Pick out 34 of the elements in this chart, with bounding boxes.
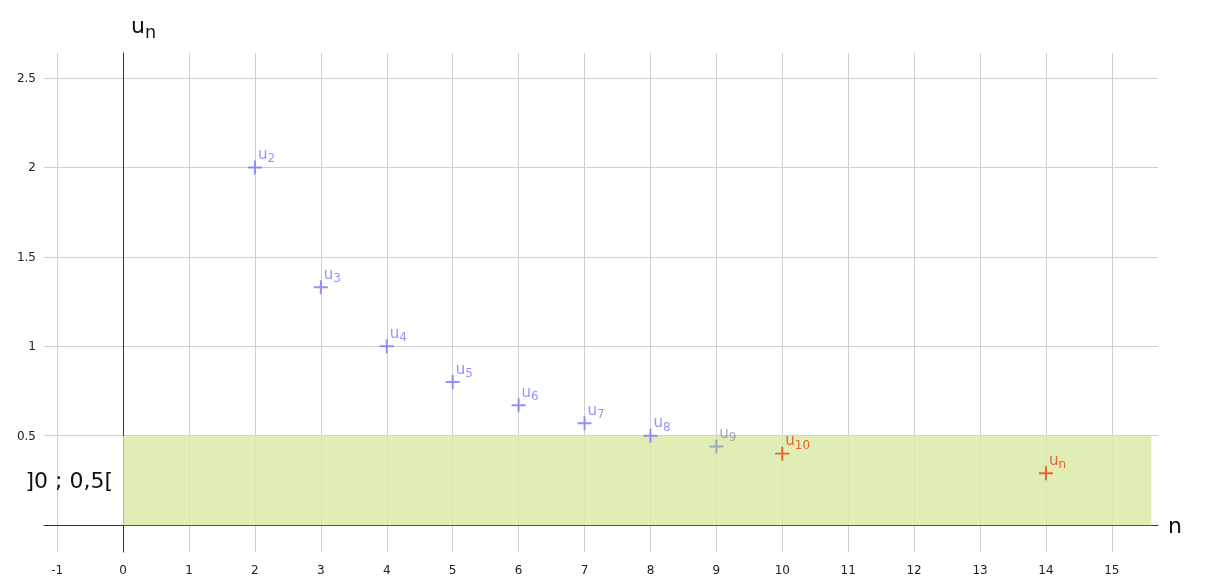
y-tick-label: 2.5	[16, 71, 36, 86]
x-tick-label: 12	[906, 563, 922, 577]
point	[511, 398, 526, 413]
x-tick-label: 15	[1104, 563, 1120, 577]
x-tick-label: 5	[448, 563, 457, 577]
point	[247, 160, 262, 175]
x-tick-label: 4	[382, 563, 391, 577]
x-tick-label: 7	[580, 563, 589, 577]
x-axis-title: n	[1168, 512, 1182, 538]
x-tick-label: 2	[251, 563, 259, 577]
x-tick-label: 11	[840, 563, 856, 577]
x-tick-label: 1	[185, 563, 193, 577]
x-tick-label: 9	[712, 563, 721, 577]
x-tick-label: 10	[774, 563, 790, 577]
band-label: ]0 ; 0,5[	[25, 467, 114, 493]
point	[709, 439, 724, 454]
y-tick-label: 1.5	[16, 249, 36, 264]
point	[643, 428, 658, 443]
y-tick-label: 0.5	[16, 428, 36, 443]
x-tick-label: 6	[514, 563, 523, 577]
x-tick-label: 0	[119, 563, 127, 577]
x-tick-label: 3	[317, 563, 325, 577]
x-tick-label: -1	[51, 563, 64, 577]
x-tick-label: 14	[1038, 563, 1054, 577]
y-tick-label: 2	[28, 160, 36, 175]
y-tick-label: 1	[28, 339, 36, 354]
point	[445, 375, 460, 390]
point	[577, 416, 592, 431]
point	[1038, 466, 1053, 481]
x-tick-label: 13	[972, 563, 988, 577]
x-tick-label: 8	[646, 563, 655, 577]
point	[775, 446, 790, 461]
point	[379, 339, 394, 354]
point	[313, 280, 328, 295]
